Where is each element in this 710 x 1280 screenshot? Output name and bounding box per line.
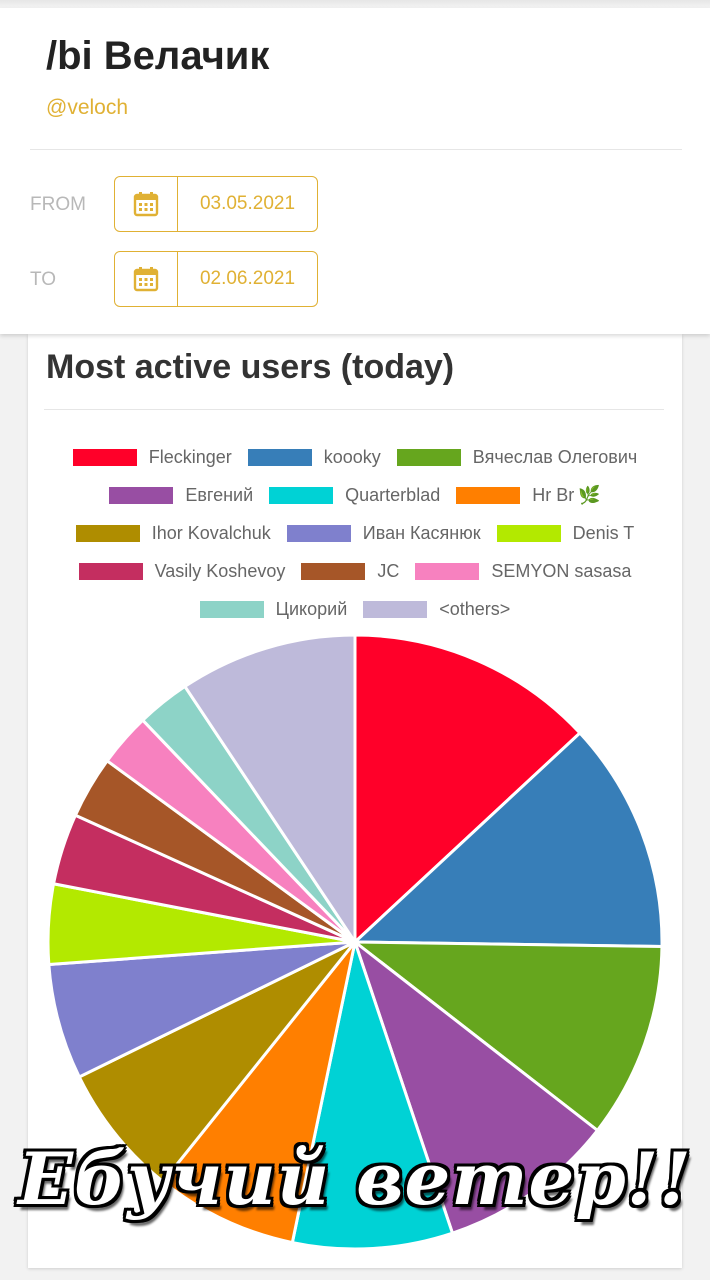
legend-label: Евгений xyxy=(185,484,254,505)
pie-slice-1[interactable] xyxy=(351,730,664,949)
legend-item[interactable]: <others> xyxy=(363,599,510,620)
legend-item[interactable]: JC xyxy=(301,561,399,582)
to-label: TO xyxy=(30,269,57,290)
from-date-picker[interactable]: 03.05.2021 xyxy=(114,176,318,232)
legend-item[interactable]: Иван Касянюк xyxy=(286,522,481,544)
legend-swatch xyxy=(109,486,174,504)
pie-slice-3[interactable] xyxy=(352,937,600,1236)
legend-item[interactable]: Fleckinger xyxy=(72,446,232,468)
legend-swatch xyxy=(75,524,140,542)
legend-row: Цикорий <others> xyxy=(28,590,682,628)
pie-slice-6[interactable] xyxy=(77,940,357,1184)
legend-item[interactable]: Евгений xyxy=(109,485,253,506)
legend-label: Иван Касянюк xyxy=(362,522,481,543)
pie-slice-13[interactable] xyxy=(182,633,357,947)
legend-label: <others> xyxy=(439,598,511,619)
legend-swatch xyxy=(286,524,351,542)
legend-row: Vasily Koshevoy JC SEMYON sasasa xyxy=(28,552,682,590)
legend-swatch xyxy=(496,524,561,542)
chart-legend: Fleckinger koooky Вячеслав Олегович Евге… xyxy=(28,438,682,628)
legend-label: Hr Br xyxy=(532,484,575,505)
legend-label: Цикорий xyxy=(275,598,348,619)
legend-item[interactable]: Vasily Koshevoy xyxy=(78,560,286,582)
pie-slice-7[interactable] xyxy=(47,940,356,1079)
group-handle-link[interactable]: @veloch xyxy=(46,96,129,119)
pie-slice-0[interactable] xyxy=(353,633,583,946)
legend-row: Евгений Quarterblad Hr Br 🌿 xyxy=(28,476,682,514)
legend-label: Ihor Kovalchuk xyxy=(151,522,271,543)
to-date-value[interactable]: 02.06.2021 xyxy=(199,268,296,289)
group-title: /bi Велачик xyxy=(46,34,270,78)
to-date-picker[interactable]: 02.06.2021 xyxy=(114,251,318,307)
pie-slice-5[interactable] xyxy=(160,941,357,1245)
legend-swatch xyxy=(199,600,264,618)
legend-swatch xyxy=(415,562,480,580)
legend-item[interactable]: Вячеслав Олегович xyxy=(396,446,638,468)
legend-item[interactable]: Hr Br 🌿 xyxy=(456,484,601,506)
legend-label: SEMYON sasasa xyxy=(491,560,632,581)
legend-label: Vasily Koshevoy xyxy=(154,560,286,581)
legend-swatch xyxy=(72,448,137,466)
from-label: FROM xyxy=(30,194,86,215)
legend-item[interactable]: Цикорий xyxy=(199,598,348,620)
pie-slice-4[interactable] xyxy=(290,936,455,1251)
leaf-emoji-icon: 🌿 xyxy=(578,484,601,505)
legend-row: Fleckinger koooky Вячеслав Олегович xyxy=(28,438,682,476)
caption-overlay: Ебучий ветер!! xyxy=(18,1136,692,1221)
legend-swatch xyxy=(78,562,143,580)
legend-label: Вячеслав Олегович xyxy=(472,446,638,467)
legend-row: Ihor Kovalchuk Иван Касянюк Denis T xyxy=(28,514,682,552)
pie-slice-2[interactable] xyxy=(350,940,664,1133)
header-divider xyxy=(30,149,682,150)
legend-item[interactable]: koooky xyxy=(247,446,381,468)
legend-label: koooky xyxy=(323,446,381,467)
legend-item[interactable]: SEMYON sasasa xyxy=(415,561,631,582)
legend-item[interactable]: Denis T xyxy=(496,522,635,544)
legend-swatch xyxy=(363,600,428,618)
status-bar-shadow xyxy=(0,0,710,10)
legend-label: Denis T xyxy=(572,522,635,543)
legend-swatch xyxy=(456,486,521,504)
report-header: /bi Велачик @veloch FROM 03.05.2021 TO xyxy=(0,8,710,334)
legend-item[interactable]: Ihor Kovalchuk xyxy=(75,522,271,544)
legend-swatch xyxy=(396,448,461,466)
legend-swatch xyxy=(269,486,334,504)
legend-label: Fleckinger xyxy=(148,446,232,467)
calendar-icon[interactable] xyxy=(115,252,178,306)
legend-swatch xyxy=(301,562,366,580)
legend-label: Quarterblad xyxy=(345,484,441,505)
from-date-value[interactable]: 03.05.2021 xyxy=(199,193,296,214)
card-divider xyxy=(44,409,664,410)
legend-item[interactable]: Quarterblad xyxy=(269,485,440,506)
calendar-icon[interactable] xyxy=(115,177,178,231)
legend-label: JC xyxy=(377,560,400,581)
legend-swatch xyxy=(247,448,312,466)
chart-title: Most active users (today) xyxy=(46,348,455,386)
